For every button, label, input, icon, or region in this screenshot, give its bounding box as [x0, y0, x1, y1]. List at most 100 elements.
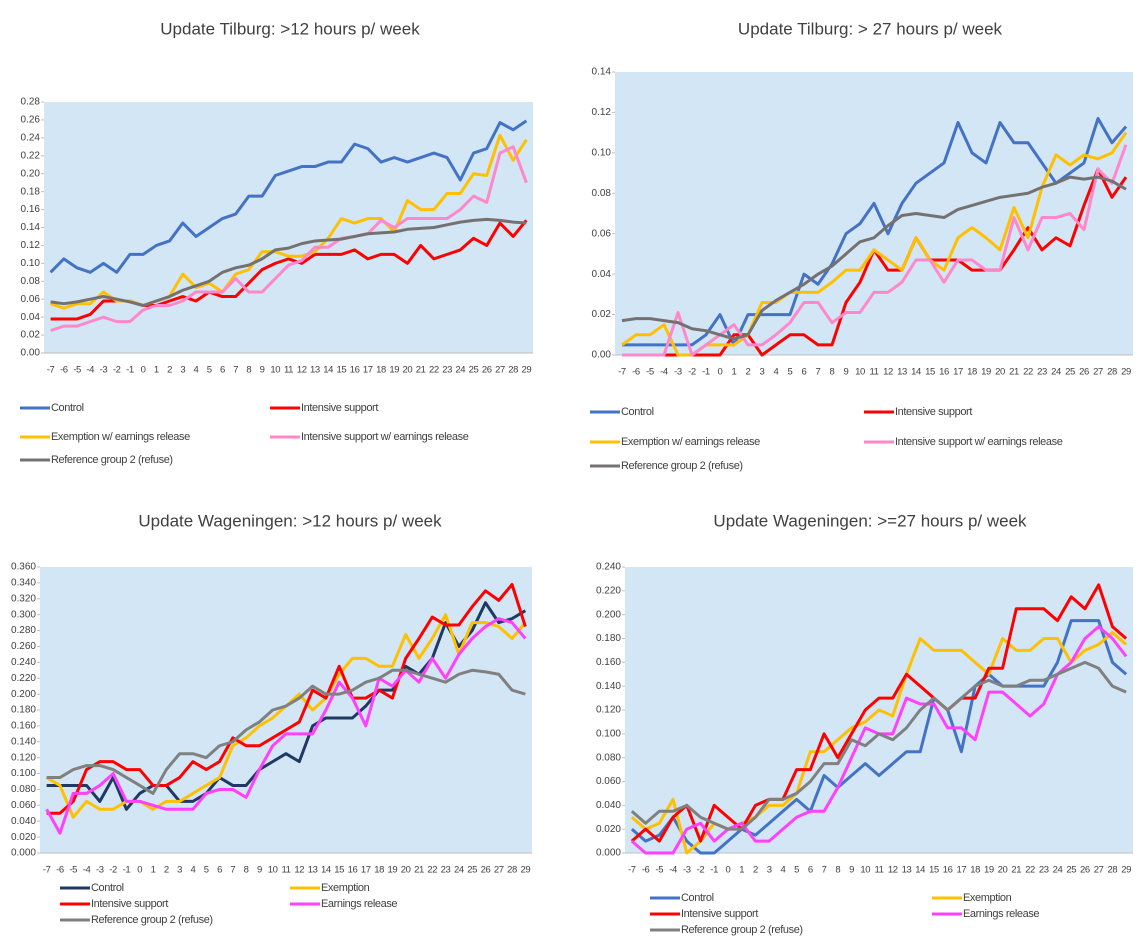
- x-tick-label: 4: [194, 365, 199, 376]
- x-tick-label: 2: [167, 365, 172, 376]
- y-tick-label: 0.200: [11, 689, 36, 700]
- x-tick-label: 2: [164, 865, 169, 876]
- x-tick-label: 22: [1023, 367, 1033, 378]
- y-tick-label: 0.10: [21, 258, 41, 269]
- y-tick-label: 0.04: [21, 312, 41, 323]
- x-tick-label: 15: [925, 367, 935, 378]
- legend-label: Reference group 2 (refuse): [621, 460, 743, 472]
- x-tick-label: 3: [177, 865, 182, 876]
- x-tick-label: 20: [403, 365, 413, 376]
- chart-title: Update Wageningen: >=27 hours p/ week: [713, 511, 1027, 530]
- y-tick-label: 0.18: [21, 186, 41, 197]
- x-tick-label: 25: [1065, 367, 1075, 378]
- x-tick-label: 22: [429, 365, 439, 376]
- series-line: [50, 145, 528, 333]
- x-tick-label: -2: [113, 365, 121, 376]
- x-tick-label: 11: [874, 865, 883, 876]
- y-tick-label: 0.000: [596, 848, 621, 859]
- y-tick-label: 0.200: [596, 609, 621, 620]
- legend-label: Exemption w/ earnings release: [621, 436, 760, 448]
- x-tick-label: -7: [618, 367, 626, 378]
- x-tick-label: 13: [308, 865, 318, 876]
- x-tick-label: -5: [69, 865, 77, 876]
- x-tick-label: 1: [151, 865, 156, 876]
- series-line: [630, 619, 1128, 855]
- y-tick-label: 0.320: [11, 593, 36, 604]
- series-line: [622, 144, 1128, 357]
- x-tick-label: 6: [808, 865, 813, 876]
- legend-label: Control: [681, 892, 714, 904]
- x-tick-label: 24: [1051, 367, 1061, 378]
- x-tick-label: 7: [816, 367, 821, 378]
- x-tick-label: -3: [674, 367, 682, 378]
- x-tick-label: -5: [73, 365, 81, 376]
- x-tick-label: 6: [220, 365, 225, 376]
- x-tick-label: -7: [47, 365, 55, 376]
- y-tick-label: 0.140: [11, 736, 36, 747]
- x-tick-label: 24: [454, 865, 464, 876]
- x-tick-label: 21: [414, 865, 424, 876]
- x-tick-label: 9: [844, 367, 849, 378]
- legend-label: Exemption: [321, 882, 370, 894]
- y-tick-label: 0.14: [21, 222, 41, 233]
- y-tick-label: 0.060: [11, 800, 36, 811]
- x-tick-label: 17: [953, 367, 963, 378]
- x-tick-label: 5: [204, 865, 209, 876]
- x-tick-label: 4: [780, 865, 785, 876]
- y-tick-label: 0.140: [596, 681, 621, 692]
- x-tick-label: 27: [494, 865, 504, 876]
- x-tick-label: 19: [387, 865, 397, 876]
- x-tick-label: 12: [888, 865, 898, 876]
- y-tick-label: 0.14: [592, 67, 612, 78]
- y-tick-label: 0.040: [596, 800, 621, 811]
- x-tick-label: 29: [1121, 865, 1131, 876]
- x-tick-label: 16: [943, 865, 953, 876]
- x-tick-label: 10: [270, 365, 280, 376]
- y-tick-label: 0.08: [21, 276, 41, 287]
- x-tick-label: 1: [739, 865, 744, 876]
- y-tick-label: 0.02: [21, 330, 41, 341]
- y-tick-label: 0.280: [11, 625, 36, 636]
- y-tick-label: 0.100: [596, 728, 621, 739]
- y-tick-label: 0.160: [596, 657, 621, 668]
- y-tick-label: 0.160: [11, 721, 36, 732]
- legend-label: Control: [621, 406, 654, 418]
- x-tick-label: -4: [83, 865, 91, 876]
- x-tick-label: 25: [1066, 865, 1076, 876]
- series-line: [622, 116, 1128, 347]
- y-tick-label: 0.06: [21, 294, 41, 305]
- x-tick-label: 18: [967, 367, 977, 378]
- y-tick-label: 0.28: [21, 97, 41, 108]
- x-tick-label: 5: [788, 367, 793, 378]
- y-tick-label: 0.180: [596, 633, 621, 644]
- x-tick-label: 19: [389, 365, 399, 376]
- x-tick-label: 15: [336, 365, 346, 376]
- x-tick-label: -2: [697, 865, 705, 876]
- x-tick-label: 27: [1094, 865, 1104, 876]
- chart-title: Update Tilburg: > 27 hours p/ week: [738, 19, 1003, 38]
- y-tick-label: 0.040: [11, 816, 36, 827]
- y-tick-label: 0.100: [11, 768, 36, 779]
- x-tick-label: 10: [855, 367, 865, 378]
- x-tick-label: 11: [869, 367, 878, 378]
- x-tick-label: -3: [683, 865, 691, 876]
- x-tick-label: 14: [321, 865, 331, 876]
- x-tick-label: 27: [495, 365, 505, 376]
- y-tick-label: 0.22: [21, 150, 41, 161]
- y-tick-label: 0.08: [592, 188, 612, 199]
- legend-label: Earnings release: [963, 908, 1039, 920]
- y-tick-label: 0.080: [596, 752, 621, 763]
- x-tick-label: 11: [281, 865, 290, 876]
- x-tick-label: 5: [794, 865, 799, 876]
- x-tick-label: 21: [1011, 865, 1021, 876]
- x-tick-label: -2: [109, 865, 117, 876]
- plot-area: [44, 102, 533, 353]
- x-tick-label: 8: [830, 367, 835, 378]
- y-tick-label: 0.360: [11, 562, 36, 573]
- chart-title: Update Wageningen: >12 hours p/ week: [138, 511, 442, 530]
- x-tick-label: -1: [123, 865, 131, 876]
- legend-label: Reference group 2 (refuse): [91, 914, 213, 926]
- x-tick-label: 12: [294, 865, 304, 876]
- x-tick-label: 17: [363, 365, 373, 376]
- x-tick-label: 16: [350, 365, 360, 376]
